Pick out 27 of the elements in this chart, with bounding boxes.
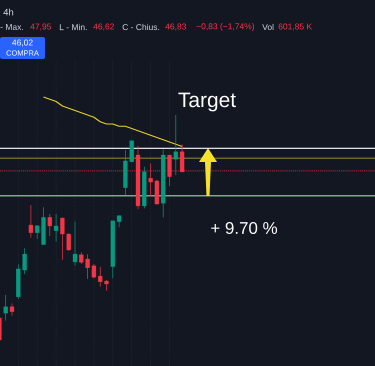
text: 46,02 <box>12 40 33 46</box>
candlestick <box>72 221 78 266</box>
text: L - Min. <box>60 24 87 30</box>
text: 46,83 <box>165 24 186 30</box>
candlestick <box>48 214 52 236</box>
candlestick <box>130 140 134 162</box>
candlestick <box>79 252 84 264</box>
candlestick <box>22 248 27 274</box>
candlestick <box>60 217 65 260</box>
text: 601,85 K <box>278 24 312 30</box>
text: 4h <box>3 8 14 16</box>
candlestick <box>10 302 14 316</box>
candlestick <box>167 154 172 186</box>
candlestick <box>116 215 122 228</box>
candlestick <box>174 114 178 176</box>
candlestick <box>180 144 184 172</box>
text: −0,83 (−1,74%) <box>196 23 254 31</box>
text: Vol <box>262 24 274 30</box>
text: + 9.70 % <box>211 222 278 234</box>
candlestick <box>54 214 58 242</box>
text: 46,62 <box>93 24 114 30</box>
candlestick <box>4 294 8 322</box>
text: C - Chius. <box>122 24 160 30</box>
candlestick <box>28 204 34 238</box>
text: Target <box>178 92 236 112</box>
text: - Max. <box>0 24 23 30</box>
text: 47,95 <box>30 24 52 30</box>
